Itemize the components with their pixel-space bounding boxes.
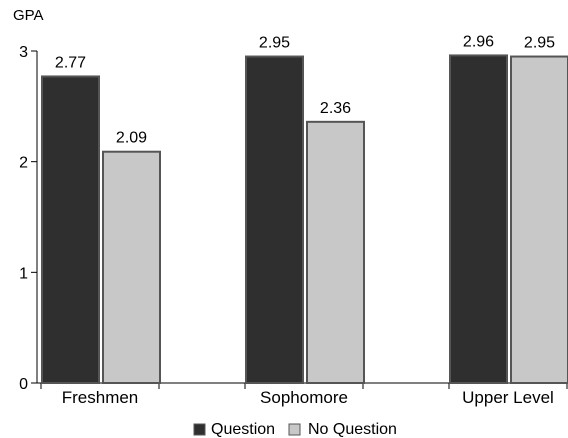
bar-no-question xyxy=(102,150,161,384)
y-axis: 0 1 2 3 xyxy=(19,44,38,393)
y-tick-label: 2 xyxy=(19,155,28,172)
y-tick-label: 3 xyxy=(19,44,28,61)
bar-no-question xyxy=(510,55,568,385)
legend-label: No Question xyxy=(308,421,397,438)
x-tick-label: Upper Level xyxy=(462,388,554,407)
data-label: 2.95 xyxy=(259,35,290,52)
data-label: 2.36 xyxy=(320,100,351,117)
legend-swatch-question xyxy=(193,423,206,436)
x-tick-label: Freshmen xyxy=(62,388,139,407)
data-label: 2.96 xyxy=(463,33,494,50)
legend: Question No Question xyxy=(193,421,397,438)
y-axis-label: GPA xyxy=(13,7,44,24)
data-labels: 2.77 2.95 2.96 2.09 2.36 2.95 xyxy=(55,33,555,146)
y-tick-label: 1 xyxy=(19,265,28,282)
bar-question xyxy=(41,75,100,384)
data-label: 2.77 xyxy=(55,54,86,71)
legend-label: Question xyxy=(211,421,275,438)
legend-swatch-no-question xyxy=(288,423,301,436)
bars xyxy=(41,54,568,385)
y-tick-label: 0 xyxy=(19,376,28,393)
bar-question xyxy=(245,55,304,385)
bar-question xyxy=(449,54,508,384)
x-tick-label: Sophomore xyxy=(260,388,348,407)
bar-no-question xyxy=(306,120,365,385)
x-axis: Freshmen Sophomore Upper Level xyxy=(37,382,568,407)
data-label: 2.09 xyxy=(116,130,147,147)
data-label: 2.95 xyxy=(524,35,555,52)
